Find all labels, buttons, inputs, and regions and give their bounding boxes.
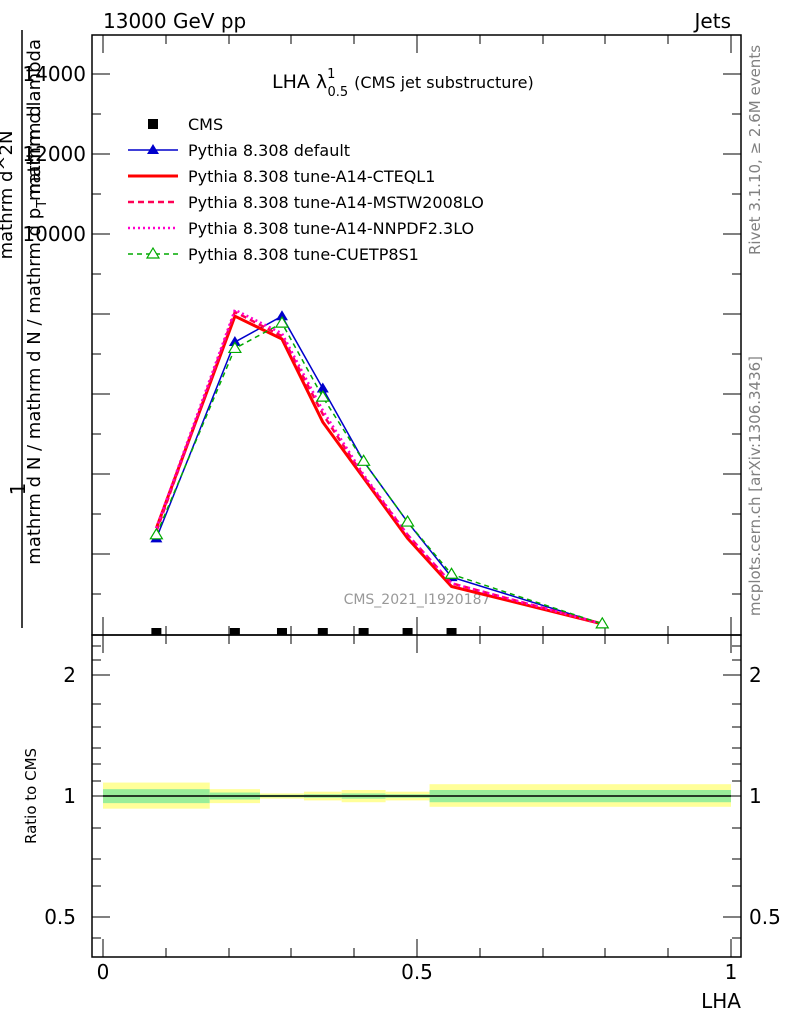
legend-label: Pythia 8.308 default <box>188 141 350 160</box>
xtick-label: 0 <box>97 960 110 984</box>
legend-marker-cms <box>148 119 158 129</box>
header-right: Jets <box>693 9 731 33</box>
ylabel-numerator: mathrm d^2N <box>0 131 17 260</box>
ratio-y-axis-label: Ratio to CMS <box>22 748 40 844</box>
series-line <box>155 308 603 626</box>
data-point <box>446 628 457 635</box>
data-point <box>402 628 413 635</box>
ratio-ytick-label-right: 2 <box>749 663 762 687</box>
data-point <box>274 315 290 328</box>
series-4 <box>155 308 603 626</box>
data-point <box>317 628 328 635</box>
series-0 <box>151 628 457 635</box>
legend: CMS Pythia 8.308 default Pythia 8.308 tu… <box>128 115 484 264</box>
data-point <box>356 454 371 466</box>
main-ytick-label: 14000 <box>22 62 86 86</box>
ylabel-lambda: mathrm d lambda <box>24 39 45 201</box>
data-point <box>275 310 288 321</box>
main-ytick-label: 10000 <box>22 222 86 246</box>
xtick-label: 0.5 <box>401 960 433 984</box>
main-ytick-label: 1 <box>6 483 30 496</box>
series-5 <box>149 315 610 629</box>
ratio-ytick-label: 0.5 <box>44 905 76 929</box>
legend-label: Pythia 8.308 tune-A14-MSTW2008LO <box>188 193 484 212</box>
legend-label: Pythia 8.308 tune-CUETP8S1 <box>188 245 419 264</box>
data-point <box>229 628 240 635</box>
main-y-axis-label: mathrm d N / mathrm d N / mathrm d pT ma… <box>0 30 50 628</box>
ratio-ytick-label: 2 <box>63 663 76 687</box>
series-line <box>155 310 603 626</box>
data-point <box>400 514 415 527</box>
data-point <box>149 527 164 540</box>
plot-title: LHA λ1 0.5(CMS jet substructure) <box>272 67 534 100</box>
legend-marker-default <box>147 144 159 154</box>
main-series-group <box>149 308 610 635</box>
series-2 <box>154 314 603 626</box>
legend-label: CMS <box>188 115 223 134</box>
data-point <box>228 336 241 347</box>
data-point <box>444 567 459 579</box>
legend-marker-cuetp8s1 <box>145 246 161 259</box>
ratio-ytick-label-right: 1 <box>749 784 762 808</box>
main-ytick-label: 12000 <box>22 142 86 166</box>
ratio-ytick-label-right: 0.5 <box>749 905 781 929</box>
main-y-ticks <box>92 73 741 595</box>
data-point <box>316 382 329 393</box>
data-point <box>227 341 242 354</box>
data-point <box>276 628 287 635</box>
analysis-watermark: CMS_2021_I1920187 <box>344 592 491 608</box>
mcplots-label: mcplots.cern.ch [arXiv:1306.3436] <box>746 356 764 616</box>
ratio-y-ticks <box>92 645 741 939</box>
series-3 <box>155 310 603 626</box>
legend-label: Pythia 8.308 tune-A14-NNPDF2.3LO <box>188 219 474 238</box>
data-point <box>151 628 162 635</box>
series-line <box>155 322 603 625</box>
data-point <box>358 628 369 635</box>
series-line <box>155 315 603 625</box>
legend-label: Pythia 8.308 tune-A14-CTEQL1 <box>188 167 435 186</box>
rivet-version-label: Rivet 3.1.10, ≥ 2.6M events <box>746 45 764 255</box>
ratio-ytick-label: 1 <box>63 784 76 808</box>
data-point <box>595 616 610 629</box>
x-axis-label: LHA <box>701 989 741 1013</box>
data-point <box>315 389 330 402</box>
xtick-label: 1 <box>725 960 738 984</box>
ratio-x-ticks <box>102 635 732 957</box>
ylabel-denominator-line: mathrm d N / mathrm d N / mathrm d pT ma… <box>24 105 50 564</box>
series-line <box>154 314 603 626</box>
header-left: 13000 GeV pp <box>103 9 246 33</box>
